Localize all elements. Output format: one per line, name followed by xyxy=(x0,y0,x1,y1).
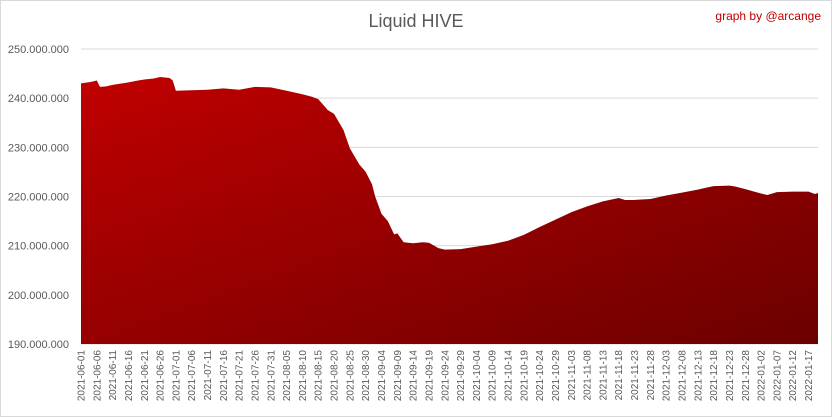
x-tick-label: 2021-08-30 xyxy=(361,350,372,402)
x-tick-label: 2021-06-26 xyxy=(156,350,167,402)
x-tick-label: 2021-06-21 xyxy=(140,350,151,402)
x-tick-label: 2021-12-18 xyxy=(709,350,720,402)
x-tick-label: 2021-09-19 xyxy=(424,350,435,402)
x-tick-label: 2021-12-23 xyxy=(725,350,736,402)
x-tick-label: 2021-06-01 xyxy=(77,350,88,402)
x-tick-label: 2021-12-28 xyxy=(741,350,752,402)
y-tick-label: 190.000.000 xyxy=(8,339,69,351)
x-tick-label: 2021-09-14 xyxy=(409,350,420,402)
x-tick-label: 2021-11-18 xyxy=(614,350,625,401)
x-tick-label: 2021-10-14 xyxy=(504,350,515,402)
x-tick-label: 2021-11-23 xyxy=(630,350,641,401)
x-tick-label: 2021-12-08 xyxy=(677,350,688,402)
chart-title: Liquid HIVE xyxy=(368,11,463,31)
x-tick-label: 2021-09-29 xyxy=(456,350,467,402)
x-tick-label: 2022-01-07 xyxy=(772,350,783,402)
x-tick-label: 2021-11-03 xyxy=(567,350,578,401)
y-tick-label: 210.000.000 xyxy=(8,241,69,253)
x-tick-label: 2022-01-12 xyxy=(788,350,799,402)
x-tick-label: 2021-12-03 xyxy=(662,350,673,402)
x-tick-label: 2021-08-25 xyxy=(345,350,356,402)
x-tick-label: 2021-08-05 xyxy=(282,350,293,402)
y-tick-label: 220.000.000 xyxy=(8,192,69,204)
x-tick-label: 2021-10-04 xyxy=(472,350,483,402)
x-tick-label: 2021-08-15 xyxy=(314,350,325,402)
y-tick-label: 250.000.000 xyxy=(8,44,69,56)
x-tick-label: 2021-10-24 xyxy=(535,350,546,402)
x-tick-label: 2021-11-13 xyxy=(598,350,609,401)
x-tick-label: 2021-11-28 xyxy=(646,350,657,401)
y-axis: 190.000.000 200.000.000 210.000.000 220.000… xyxy=(8,44,69,351)
x-tick-label: 2021-06-16 xyxy=(124,350,135,402)
x-tick-label: 2021-10-09 xyxy=(488,350,499,402)
x-tick-label: 2021-07-31 xyxy=(266,350,277,402)
chart-credit: graph by @arcange xyxy=(715,9,821,23)
x-tick-label: 2021-09-09 xyxy=(393,350,404,402)
x-tick-label: 2021-06-06 xyxy=(92,350,103,402)
x-tick-label: 2021-07-11 xyxy=(203,350,214,401)
x-tick-label: 2021-07-16 xyxy=(219,350,230,402)
x-tick-label: 2021-07-21 xyxy=(235,350,246,402)
x-tick-label: 2021-06-11 xyxy=(108,350,119,401)
x-tick-label: 2021-08-20 xyxy=(330,350,341,402)
data-series xyxy=(81,77,818,345)
x-tick-label: 2021-09-04 xyxy=(377,350,388,402)
x-tick-label: 2022-01-02 xyxy=(757,350,768,402)
liquid-hive-area xyxy=(81,77,818,345)
x-tick-label: 2021-07-01 xyxy=(171,350,182,402)
x-tick-label: 2022-01-17 xyxy=(804,350,815,402)
x-tick-label: 2021-07-26 xyxy=(250,350,261,402)
y-tick-label: 200.000.000 xyxy=(8,290,69,302)
x-tick-label: 2021-10-29 xyxy=(551,350,562,402)
x-tick-label: 2021-12-13 xyxy=(693,350,704,402)
x-tick-label: 2021-08-10 xyxy=(298,350,309,402)
x-tick-label: 2021-11-08 xyxy=(583,350,594,401)
x-tick-label: 2021-07-06 xyxy=(187,350,198,402)
y-tick-label: 240.000.000 xyxy=(8,93,69,105)
y-tick-label: 230.000.000 xyxy=(8,142,69,154)
x-tick-label: 2021-09-24 xyxy=(440,350,451,402)
x-tick-label: 2021-10-19 xyxy=(519,350,530,402)
x-axis: 2021-06-01 2021-06-06 2021-06-11 2021-06-16… xyxy=(77,350,816,402)
